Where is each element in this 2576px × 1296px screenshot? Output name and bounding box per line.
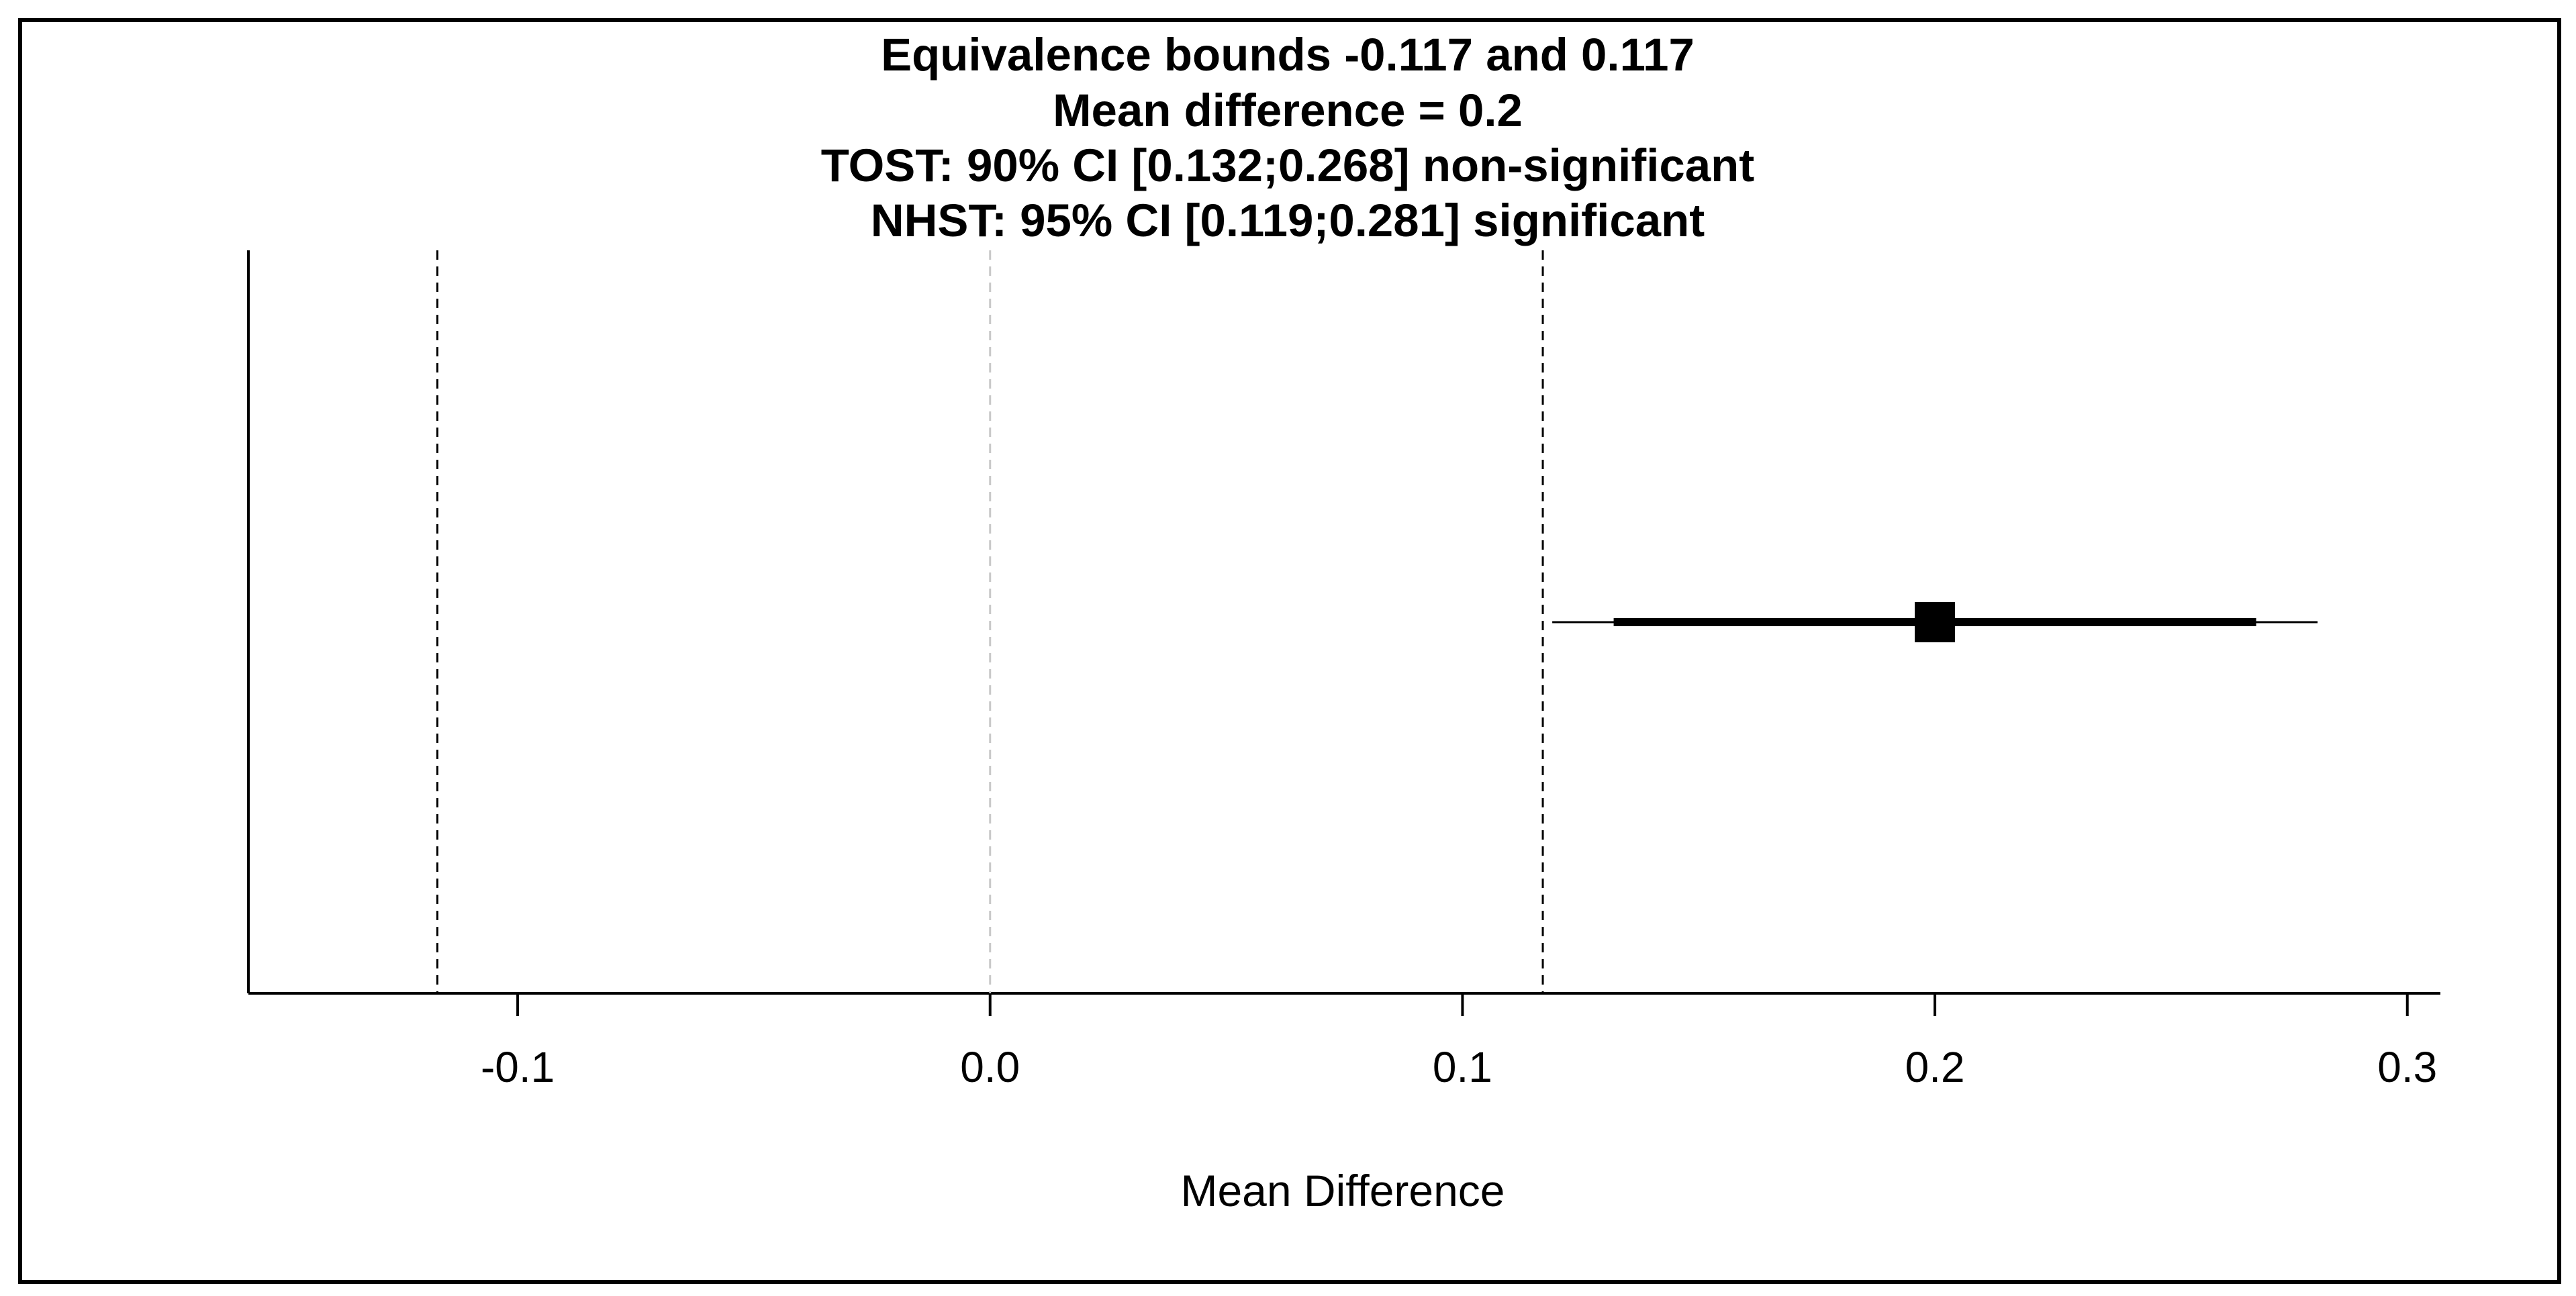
title-line-bounds: Equivalence bounds -0.117 and 0.117 <box>881 29 1695 81</box>
x-tick-label: -0.1 <box>481 1043 555 1091</box>
x-tick-label: 0.2 <box>1905 1043 1965 1091</box>
x-tick-label: 0.1 <box>1433 1043 1492 1091</box>
title-line-nhst: NHST: 95% CI [0.119;0.281] significant <box>871 195 1705 246</box>
x-tick-label: 0.3 <box>2377 1043 2437 1091</box>
x-axis-title: Mean Difference <box>1180 1166 1505 1215</box>
x-tick-label: 0.0 <box>960 1043 1020 1091</box>
title-line-tost: TOST: 90% CI [0.132;0.268] non-significa… <box>821 140 1755 191</box>
title-line-mean-difference: Mean difference = 0.2 <box>1053 85 1523 136</box>
figure-border <box>18 18 2561 1284</box>
x-axis-ticks: -0.1 0.0 0.1 0.2 0.3 <box>481 993 2437 1091</box>
mean-difference-marker <box>1915 602 1956 642</box>
plot-area: -0.1 0.0 0.1 0.2 0.3 Mean Difference <box>247 250 2440 1215</box>
